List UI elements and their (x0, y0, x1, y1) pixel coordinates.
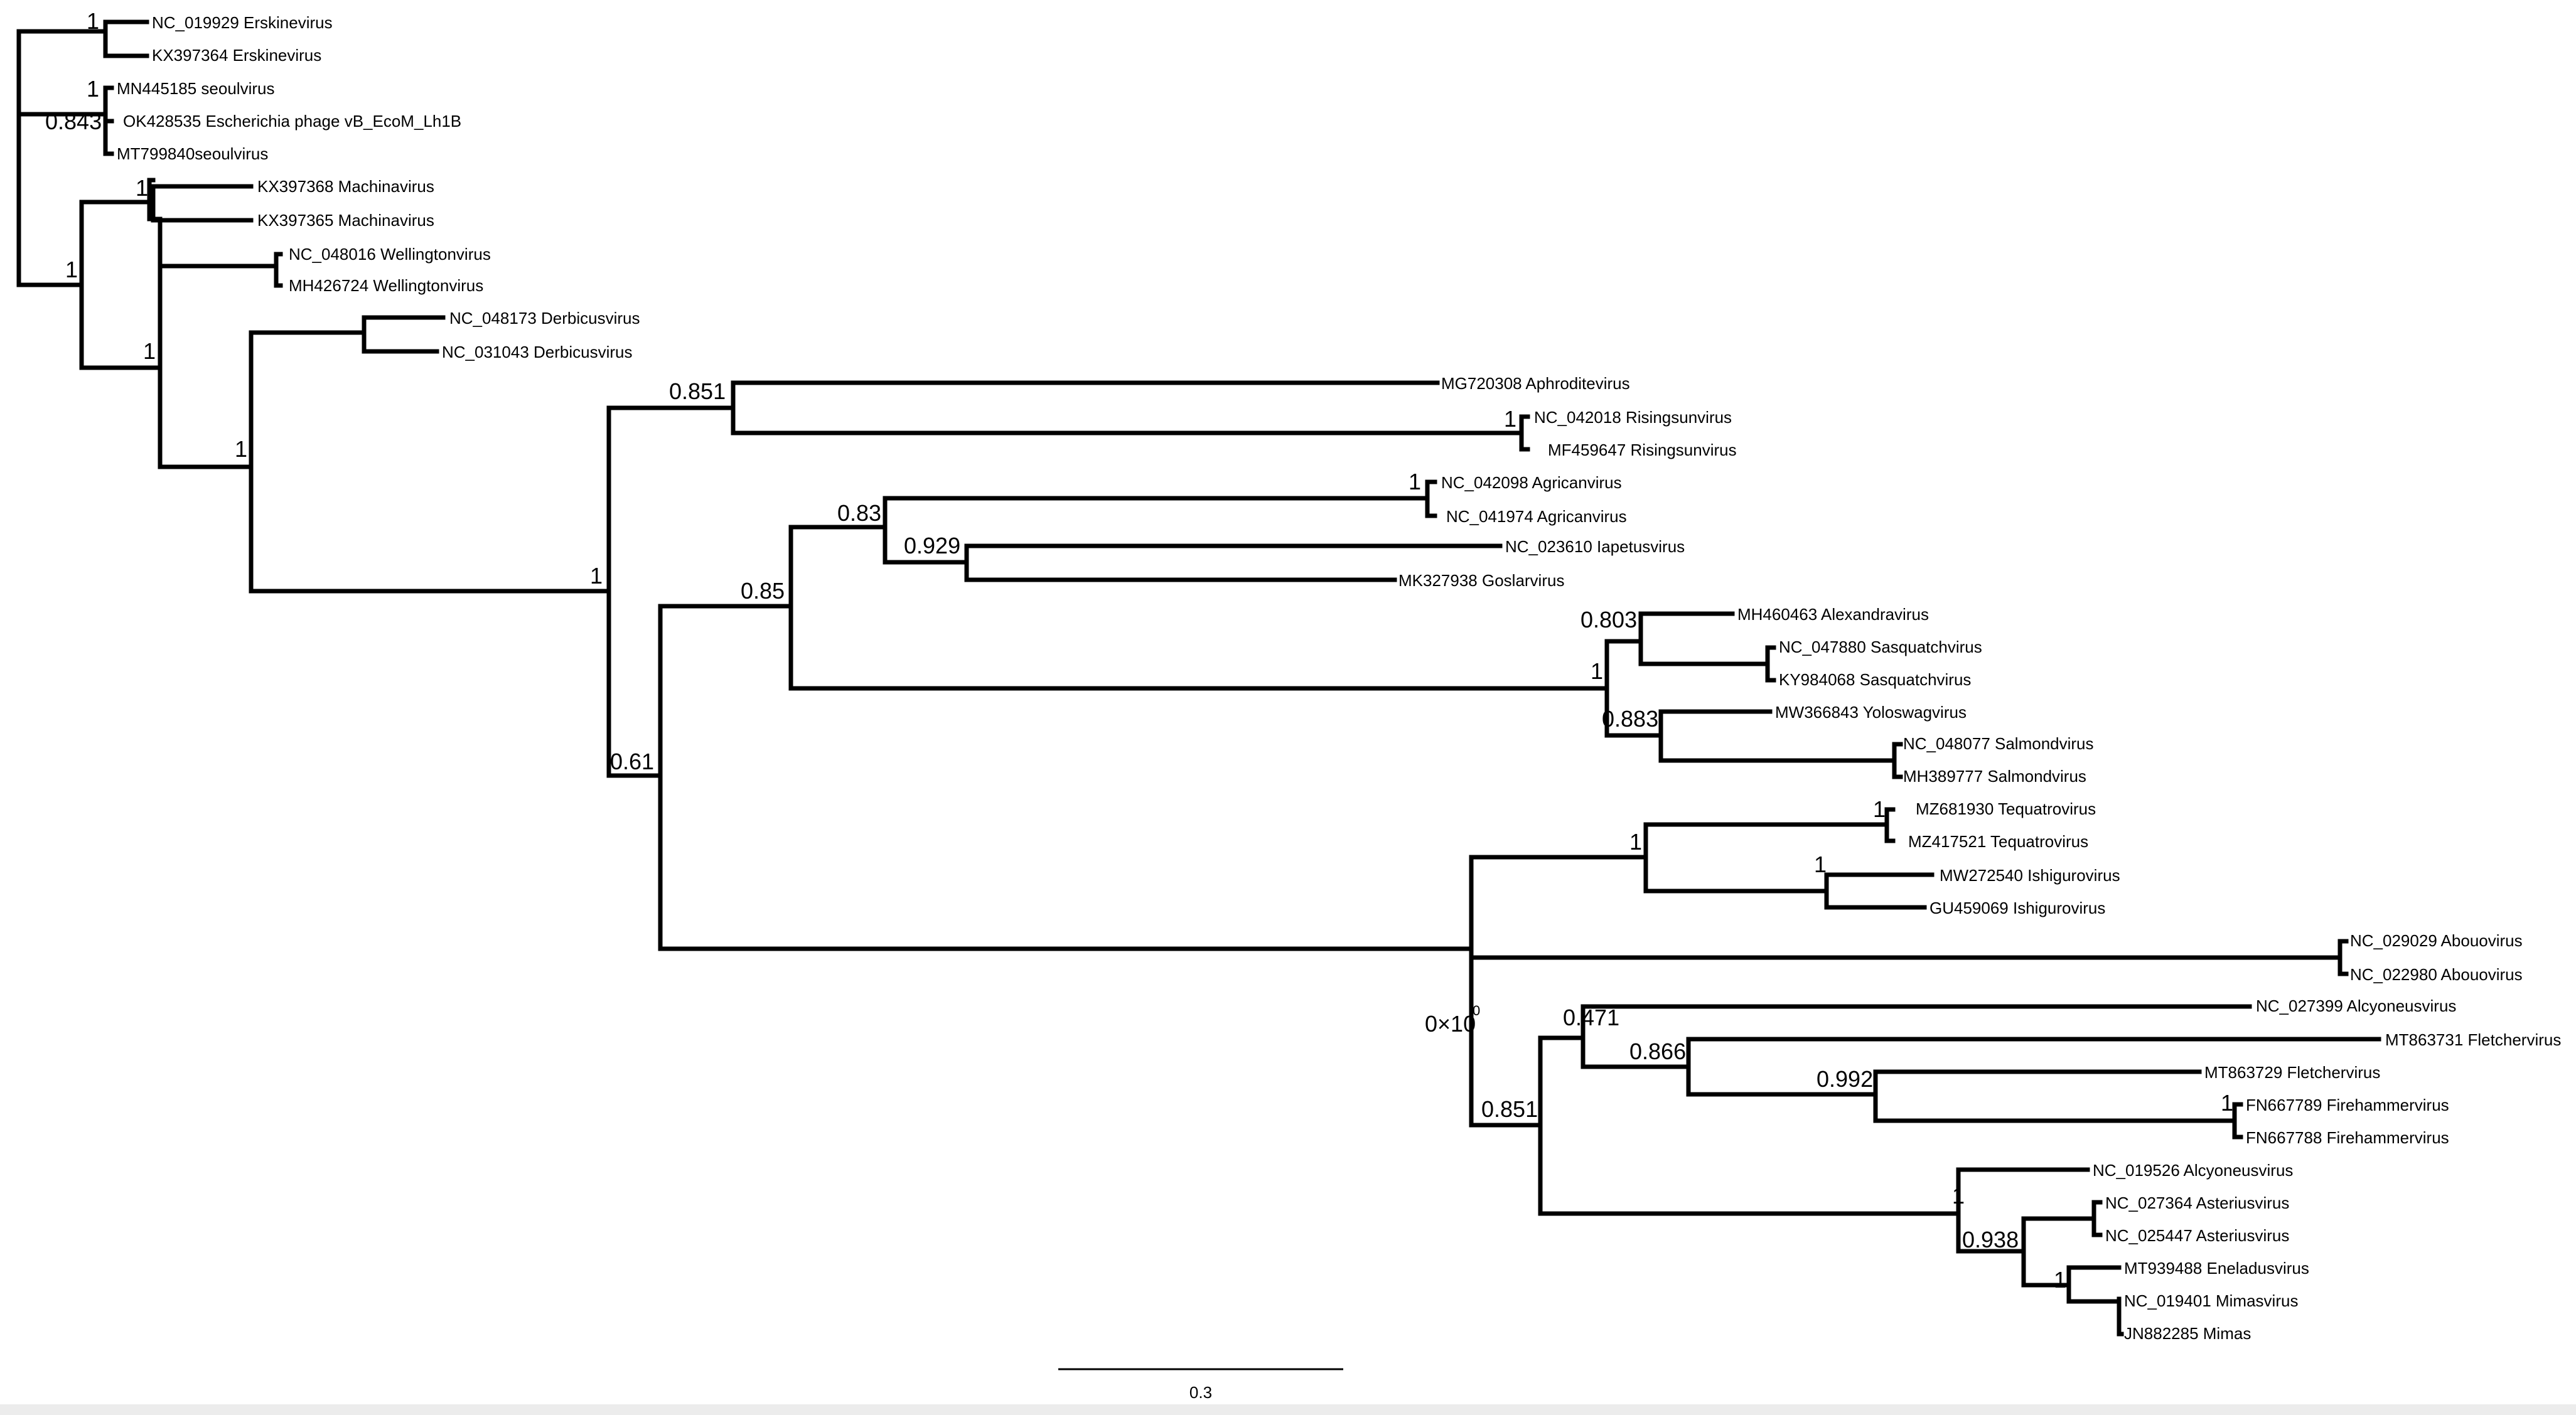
tip-labels: NC_019929 Erskinevirus KX397364 Erskinev… (117, 13, 2561, 1343)
tip-label: MG720308 Aphroditevirus (1441, 374, 1630, 393)
support-value: 0.866 (1629, 1039, 1686, 1064)
tip-label: MZ681930 Tequatrovirus (1916, 799, 2096, 818)
tip-label: MT863731 Fletchervirus (2385, 1030, 2561, 1049)
tip-label: NC_041974 Agricanvirus (1446, 507, 1627, 526)
tip-label: MF459647 Risingsunvirus (1548, 441, 1737, 459)
support-value: 1 (1504, 406, 1516, 432)
support-value: 0.471 (1563, 1005, 1619, 1030)
support-value: 0.851 (1481, 1096, 1538, 1122)
support-value: 0.83 (837, 500, 881, 526)
tip-label: MZ417521 Tequatrovirus (1908, 832, 2088, 851)
tip-label: KY984068 Sasquatchvirus (1779, 670, 1971, 689)
tip-label: NC_048173 Derbicusvirus (449, 309, 640, 328)
bottom-band (0, 1404, 2576, 1415)
tip-label: NC_023610 Iapetusvirus (1505, 537, 1685, 556)
tip-label: NC_027399 Alcyoneusvirus (2256, 996, 2456, 1015)
support-value: 1 (1591, 658, 1603, 684)
support-value: 0.851 (669, 378, 726, 404)
tip-label: FN667789 Firehammervirus (2246, 1096, 2449, 1114)
support-value-exponent: 0 (1473, 1003, 1480, 1018)
support-value: 1 (590, 563, 603, 589)
support-value: 0×10 (1425, 1011, 1476, 1037)
tip-label: MH389777 Salmondvirus (1903, 767, 2086, 786)
support-value: 1 (87, 76, 99, 102)
support-value: 0.929 (904, 533, 960, 558)
tip-label: NC_048016 Wellingtonvirus (289, 245, 491, 264)
tip-label: MH460463 Alexandravirus (1737, 605, 1929, 624)
tip-label: JN882285 Mimas (2124, 1324, 2251, 1343)
support-value: 0.883 (1602, 706, 1658, 732)
support-values: 1 0.843 1 1 1 1 1 0.851 1 0.83 0.929 0.8… (45, 8, 2233, 1293)
support-value: 0.938 (1962, 1227, 2019, 1252)
tip-label: NC_047880 Sasquatchvirus (1779, 638, 1982, 656)
support-value: 1 (143, 338, 156, 364)
tip-label: MK327938 Goslarvirus (1398, 571, 1564, 590)
support-value: 0.992 (1817, 1066, 1873, 1092)
tip-label: KX397365 Machinavirus (257, 211, 434, 230)
scale-bar-label: 0.3 (1189, 1383, 1212, 1402)
support-value: 1 (136, 175, 148, 201)
tip-label: MT863729 Fletchervirus (2204, 1063, 2380, 1082)
tip-label: NC_042098 Agricanvirus (1441, 473, 1622, 492)
support-value: 1 (2054, 1267, 2066, 1293)
support-value: 0.85 (741, 578, 785, 604)
scale-bar: 0.3 (1058, 1368, 1343, 1402)
tip-label: NC_019401 Mimasvirus (2124, 1291, 2298, 1310)
tip-label: NC_027364 Asteriusvirus (2105, 1193, 2289, 1212)
tip-label: MH426724 Wellingtonvirus (289, 276, 483, 295)
support-value: 1 (1873, 796, 1886, 822)
tip-label: NC_019929 Erskinevirus (152, 13, 333, 32)
support-value: 1 (65, 257, 78, 282)
support-value: 1 (1409, 469, 1421, 494)
tip-label: FN667788 Firehammervirus (2246, 1128, 2449, 1147)
tip-label: MT799840seoulvirus (117, 144, 268, 163)
tip-label: NC_022980 Abouovirus (2350, 965, 2523, 984)
tree-branches (16, 19, 2381, 1337)
support-value: 1 (1629, 829, 1642, 855)
tip-label: KX397364 Erskinevirus (152, 46, 321, 65)
tip-label: KX397368 Machinavirus (257, 177, 434, 196)
tip-label: NC_031043 Derbicusvirus (442, 343, 632, 361)
tip-label: NC_025447 Asteriusvirus (2105, 1226, 2289, 1245)
tip-label: OK428535 Escherichia phage vB_EcoM_Lh1B (123, 112, 461, 131)
support-value: 0.61 (610, 749, 654, 774)
tip-label: GU459069 Ishigurovirus (1929, 899, 2105, 917)
support-value: 1 (2221, 1090, 2233, 1116)
tip-label: NC_042018 Risingsunvirus (1534, 408, 1732, 427)
support-value: 0.843 (45, 109, 102, 134)
support-value: 1 (235, 436, 247, 462)
support-value: 0.803 (1580, 607, 1637, 633)
support-value: 1 (1952, 1183, 1965, 1209)
tip-label: NC_019526 Alcyoneusvirus (2093, 1161, 2293, 1180)
support-value: 1 (87, 8, 99, 34)
tip-label: MW272540 Ishigurovirus (1940, 866, 2120, 885)
support-value: 1 (1814, 852, 1827, 877)
tip-label: NC_048077 Salmondvirus (1903, 734, 2094, 753)
tip-label: MN445185 seoulvirus (117, 79, 274, 98)
tip-label: MT939488 Eneladusvirus (2124, 1259, 2309, 1278)
tip-label: MW366843 Yoloswagvirus (1775, 703, 1967, 722)
tip-label: NC_029029 Abouovirus (2350, 931, 2523, 950)
